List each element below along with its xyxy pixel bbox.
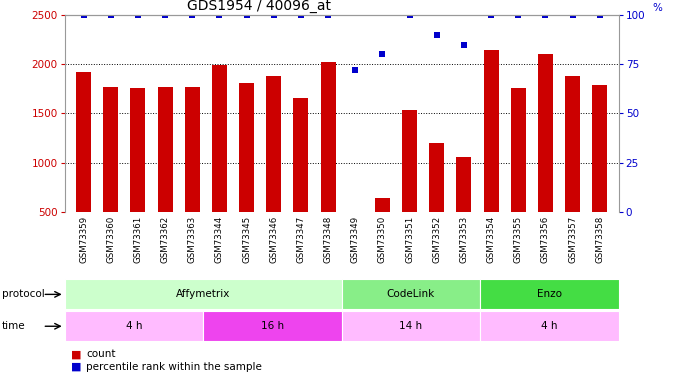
Bar xyxy=(131,88,146,212)
Text: count: count xyxy=(86,350,116,359)
Bar xyxy=(511,88,526,212)
Bar xyxy=(483,51,498,212)
Text: GSM73346: GSM73346 xyxy=(269,216,278,263)
Point xyxy=(160,12,171,18)
Text: GSM73361: GSM73361 xyxy=(133,216,142,263)
Text: GSM73348: GSM73348 xyxy=(324,216,333,263)
Title: GDS1954 / 40096_at: GDS1954 / 40096_at xyxy=(186,0,330,13)
Text: %: % xyxy=(652,3,662,13)
Point xyxy=(404,12,415,18)
Text: GSM73355: GSM73355 xyxy=(514,216,523,263)
Point xyxy=(540,12,551,18)
Text: 14 h: 14 h xyxy=(399,321,422,331)
Text: 4 h: 4 h xyxy=(126,321,142,331)
Point xyxy=(105,12,116,18)
Text: GSM73349: GSM73349 xyxy=(351,216,360,263)
Bar xyxy=(538,54,553,212)
Bar xyxy=(347,212,362,214)
Bar xyxy=(239,83,254,212)
Bar xyxy=(565,76,580,212)
Bar xyxy=(158,87,173,212)
Point xyxy=(323,12,334,18)
Text: GSM73344: GSM73344 xyxy=(215,216,224,263)
Text: GSM73345: GSM73345 xyxy=(242,216,251,263)
Point xyxy=(567,12,578,18)
Point xyxy=(296,12,307,18)
Text: time: time xyxy=(2,321,26,331)
Bar xyxy=(267,76,282,212)
Text: GSM73363: GSM73363 xyxy=(188,216,197,263)
Bar xyxy=(203,311,342,341)
Bar xyxy=(592,85,607,212)
Bar xyxy=(321,62,336,212)
Point xyxy=(377,51,388,57)
Bar xyxy=(456,157,471,212)
Text: percentile rank within the sample: percentile rank within the sample xyxy=(86,362,262,372)
Point xyxy=(431,32,442,38)
Text: GSM73350: GSM73350 xyxy=(378,216,387,263)
Bar xyxy=(212,65,227,212)
Text: protocol: protocol xyxy=(2,290,45,299)
Text: GSM73351: GSM73351 xyxy=(405,216,414,263)
Text: GSM73347: GSM73347 xyxy=(296,216,305,263)
Point xyxy=(133,12,143,18)
Text: GSM73353: GSM73353 xyxy=(460,216,469,263)
Bar xyxy=(185,87,200,212)
Point xyxy=(269,12,279,18)
Point xyxy=(594,12,605,18)
Text: ■: ■ xyxy=(71,350,86,359)
Bar xyxy=(294,98,309,212)
Point xyxy=(350,67,360,73)
Bar xyxy=(480,279,619,309)
Bar xyxy=(375,198,390,212)
Point xyxy=(78,12,89,18)
Text: Affymetrix: Affymetrix xyxy=(176,290,231,299)
Text: GSM73359: GSM73359 xyxy=(79,216,88,263)
Text: Enzo: Enzo xyxy=(537,290,562,299)
Point xyxy=(214,12,225,18)
Bar xyxy=(103,87,118,212)
Text: GSM73362: GSM73362 xyxy=(160,216,169,263)
Point xyxy=(241,12,252,18)
Point xyxy=(458,42,469,48)
Text: ■: ■ xyxy=(71,362,86,372)
Bar xyxy=(480,311,619,341)
Text: GSM73357: GSM73357 xyxy=(568,216,577,263)
Text: 4 h: 4 h xyxy=(541,321,558,331)
Text: CodeLink: CodeLink xyxy=(387,290,435,299)
Bar xyxy=(342,311,480,341)
Bar xyxy=(65,279,342,309)
Text: 16 h: 16 h xyxy=(261,321,284,331)
Text: GSM73360: GSM73360 xyxy=(106,216,116,263)
Bar xyxy=(76,72,91,212)
Text: GSM73356: GSM73356 xyxy=(541,216,550,263)
Text: GSM73352: GSM73352 xyxy=(432,216,441,263)
Point xyxy=(513,12,524,18)
Point xyxy=(187,12,198,18)
Text: GSM73354: GSM73354 xyxy=(487,216,496,263)
Point xyxy=(486,12,496,18)
Bar xyxy=(402,110,417,212)
Bar xyxy=(342,279,480,309)
Text: GSM73358: GSM73358 xyxy=(595,216,605,263)
Bar xyxy=(65,311,203,341)
Bar xyxy=(429,143,444,212)
